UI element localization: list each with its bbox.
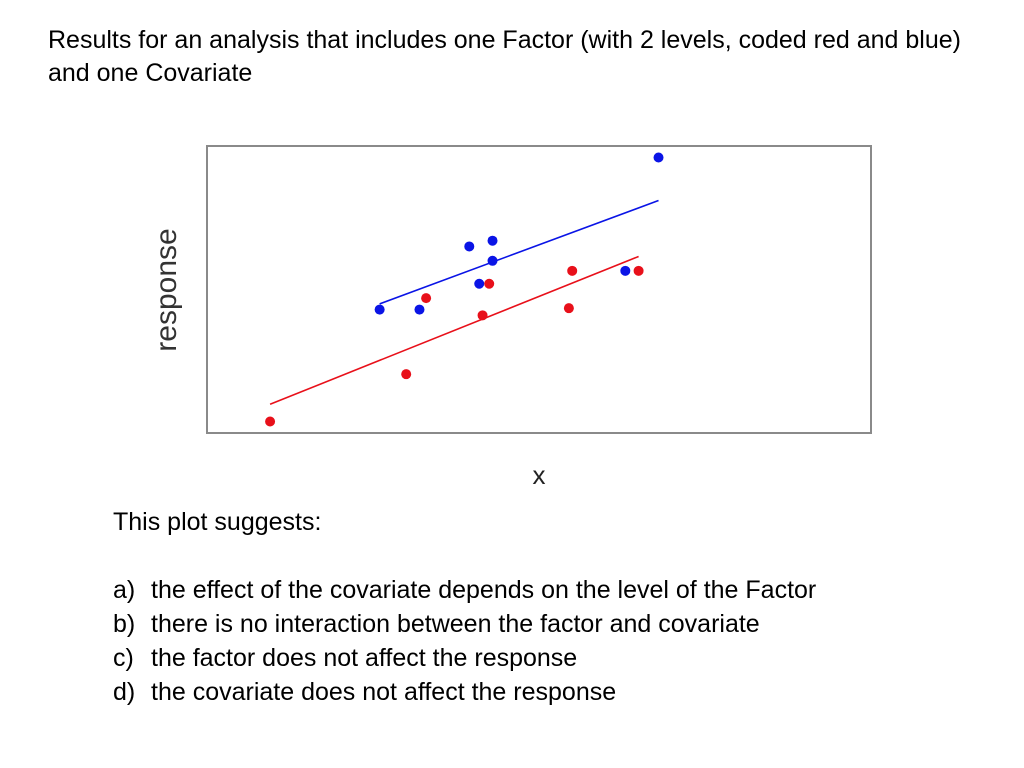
- blue-data-point: [464, 241, 475, 252]
- blue-data-point: [653, 152, 664, 163]
- blue-data-point: [487, 235, 498, 246]
- option-text: the factor does not affect the response: [151, 644, 578, 672]
- option-letter: d): [113, 678, 136, 706]
- option-letter: b): [113, 610, 136, 638]
- blue-data-point: [474, 278, 485, 289]
- red-fit-line: [269, 255, 639, 406]
- option-letter: c): [113, 644, 134, 672]
- option-letter: a): [113, 576, 136, 604]
- answer-option-c[interactable]: c) the factor does not affect the respon…: [113, 641, 993, 675]
- answer-options: a) the effect of the covariate depends o…: [113, 573, 993, 709]
- option-text: the covariate does not affect the respon…: [151, 678, 617, 706]
- data-points: [265, 152, 664, 427]
- fit-lines: [269, 199, 659, 406]
- answer-option-d[interactable]: d) the covariate does not affect the res…: [113, 675, 993, 709]
- answer-option-b[interactable]: b) there is no interaction between the f…: [113, 607, 993, 641]
- page-heading: Results for an analysis that includes on…: [48, 26, 961, 87]
- red-data-point: [265, 416, 276, 427]
- x-axis-label: x: [533, 460, 546, 490]
- red-data-point: [563, 303, 574, 314]
- option-text: the effect of the covariate depends on t…: [151, 576, 817, 604]
- red-data-point: [477, 310, 488, 321]
- option-text: there is no interaction between the fact…: [151, 610, 760, 638]
- blue-fit-line: [379, 199, 659, 305]
- question-block: This plot suggests: a) the effect of the…: [113, 505, 993, 709]
- blue-data-point: [487, 255, 498, 266]
- blue-data-point: [374, 304, 385, 315]
- answer-option-a[interactable]: a) the effect of the covariate depends o…: [113, 573, 993, 607]
- red-data-point: [567, 265, 578, 276]
- blue-data-point: [620, 265, 631, 276]
- blue-data-point: [414, 304, 425, 315]
- question-prompt: This plot suggests:: [113, 508, 322, 536]
- red-data-point: [421, 293, 432, 304]
- y-axis-label: response: [150, 228, 183, 351]
- red-data-point: [633, 265, 644, 276]
- red-data-point: [401, 369, 412, 380]
- red-data-point: [484, 278, 495, 289]
